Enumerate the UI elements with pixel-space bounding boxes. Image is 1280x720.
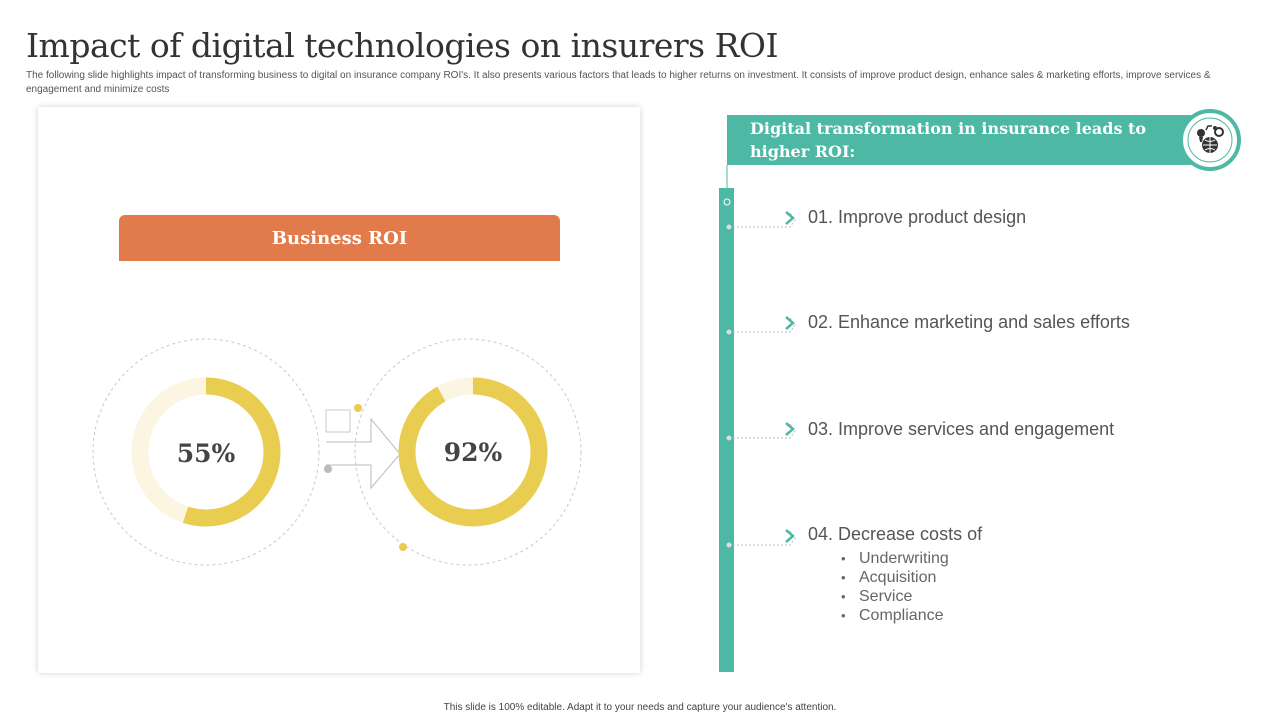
connector-3 xyxy=(726,422,796,441)
arrow-icon xyxy=(326,417,401,490)
before-percent-label: 55% xyxy=(177,439,236,468)
right-panel-header: Digital transformation in insurance lead… xyxy=(727,115,1215,165)
connector-dot-top xyxy=(354,404,362,412)
cost-item-underwriting: Underwriting xyxy=(841,549,949,568)
item-improve-product-design: 01. Improve product design xyxy=(808,207,1027,227)
connector-dot-bottom xyxy=(399,543,407,551)
chevron-right-icon xyxy=(785,529,795,543)
page-subtitle: The following slide highlights impact of… xyxy=(26,70,1211,95)
before-outer-circle xyxy=(92,338,320,566)
page-title: Impact of digital technologies on insure… xyxy=(26,26,779,65)
connector-4 xyxy=(726,529,796,548)
after-percent-label: 92% xyxy=(444,438,503,467)
after-outer-circle xyxy=(354,338,582,566)
right-panel-header-text: Digital transformation in insurance lead… xyxy=(750,119,1147,161)
item-decrease-costs: 04. Decrease costs of xyxy=(808,524,983,544)
digital-globe-icon xyxy=(1179,109,1241,171)
business-roi-card: Business ROI 55% 92% xyxy=(38,107,640,673)
item-enhance-marketing: 02. Enhance marketing and sales efforts xyxy=(808,312,1130,332)
chevron-right-icon xyxy=(785,422,795,436)
before-ring-progress xyxy=(131,377,281,527)
cost-item-service: Service xyxy=(841,587,949,606)
roi-rings: 55% 92% xyxy=(92,338,582,566)
connector-2 xyxy=(726,316,796,335)
arrow-tab xyxy=(325,409,351,433)
cost-item-acquisition: Acquisition xyxy=(841,568,949,587)
chevron-right-icon xyxy=(785,316,795,330)
connector-1 xyxy=(726,211,796,230)
after-ring-progress xyxy=(398,377,548,527)
cost-item-compliance: Compliance xyxy=(841,606,949,625)
footer-note: This slide is 100% editable. Adapt it to… xyxy=(443,702,837,713)
connector-dot-mid xyxy=(324,465,332,473)
item-improve-services: 03. Improve services and engagement xyxy=(808,419,1115,439)
timeline-bar xyxy=(719,188,734,672)
business-roi-header: Business ROI xyxy=(119,215,560,261)
chevron-right-icon xyxy=(785,211,795,225)
cost-items-list: Underwriting Acquisition Service Complia… xyxy=(841,549,949,625)
